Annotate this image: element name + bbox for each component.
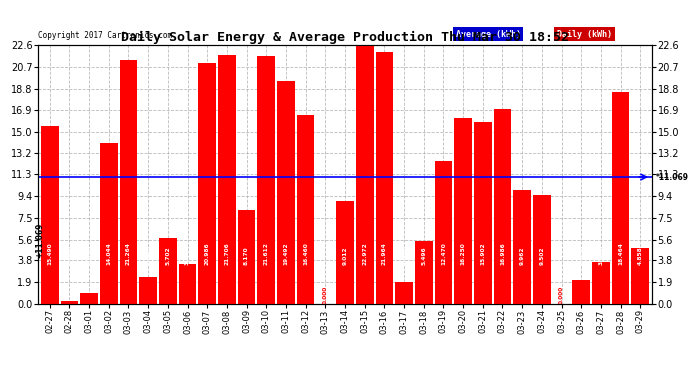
- Text: 3.482: 3.482: [185, 246, 190, 265]
- Text: 0.944: 0.944: [87, 246, 92, 265]
- Text: 1.860: 1.860: [402, 246, 406, 265]
- Text: 21.612: 21.612: [264, 242, 269, 265]
- Bar: [218, 55, 236, 304]
- Text: 2.324: 2.324: [146, 246, 150, 265]
- Bar: [435, 161, 452, 304]
- Text: 15.490: 15.490: [47, 242, 52, 265]
- Text: 14.044: 14.044: [106, 242, 111, 265]
- Bar: [61, 301, 78, 304]
- Bar: [356, 41, 373, 304]
- Text: 21.964: 21.964: [382, 242, 387, 265]
- Bar: [257, 56, 275, 304]
- Text: Copyright 2017 Cartronics.com: Copyright 2017 Cartronics.com: [38, 31, 172, 40]
- Text: 2.076: 2.076: [579, 246, 584, 265]
- Text: 9.502: 9.502: [540, 246, 544, 265]
- Text: 15.902: 15.902: [480, 242, 485, 265]
- Bar: [297, 115, 315, 304]
- Bar: [80, 293, 98, 304]
- Bar: [100, 143, 118, 304]
- Text: 12.470: 12.470: [441, 242, 446, 265]
- Bar: [493, 109, 511, 304]
- Bar: [41, 126, 59, 304]
- Bar: [612, 92, 629, 304]
- Text: 21.264: 21.264: [126, 242, 131, 265]
- Text: 9.012: 9.012: [342, 246, 348, 265]
- Bar: [375, 52, 393, 304]
- Bar: [592, 261, 610, 304]
- Text: 19.492: 19.492: [284, 242, 288, 265]
- Text: 3.686: 3.686: [598, 246, 603, 265]
- Title: Daily Solar Energy & Average Production Thu Mar 30 18:52: Daily Solar Energy & Average Production …: [121, 31, 569, 44]
- Bar: [139, 277, 157, 304]
- Text: 21.706: 21.706: [224, 242, 229, 265]
- Text: Average (kWh): Average (kWh): [455, 30, 520, 39]
- Text: 4.858: 4.858: [638, 246, 643, 265]
- Bar: [198, 63, 216, 304]
- Text: 16.460: 16.460: [303, 242, 308, 265]
- Text: 22.972: 22.972: [362, 242, 367, 265]
- Bar: [474, 122, 492, 304]
- Text: +11.069: +11.069: [35, 223, 44, 258]
- Text: 0.000: 0.000: [323, 285, 328, 304]
- Bar: [179, 264, 197, 304]
- Text: 9.962: 9.962: [520, 246, 524, 265]
- Bar: [572, 280, 590, 304]
- Bar: [415, 241, 433, 304]
- Bar: [454, 118, 472, 304]
- Text: 0.000: 0.000: [559, 285, 564, 304]
- Bar: [159, 238, 177, 304]
- Bar: [631, 248, 649, 304]
- Text: *11.069: *11.069: [656, 172, 689, 182]
- Text: 5.496: 5.496: [421, 246, 426, 265]
- Bar: [533, 195, 551, 304]
- Bar: [277, 81, 295, 304]
- Text: 5.702: 5.702: [166, 246, 170, 265]
- Text: 8.170: 8.170: [244, 246, 249, 265]
- Text: 0.226: 0.226: [67, 246, 72, 265]
- Text: 18.464: 18.464: [618, 242, 623, 265]
- Text: 16.250: 16.250: [461, 242, 466, 265]
- Text: 16.986: 16.986: [500, 242, 505, 265]
- Text: 20.986: 20.986: [205, 242, 210, 265]
- Bar: [513, 190, 531, 304]
- Bar: [336, 201, 354, 304]
- Bar: [238, 210, 255, 304]
- Bar: [395, 282, 413, 304]
- Text: Daily (kWh): Daily (kWh): [557, 30, 612, 39]
- Bar: [119, 60, 137, 304]
